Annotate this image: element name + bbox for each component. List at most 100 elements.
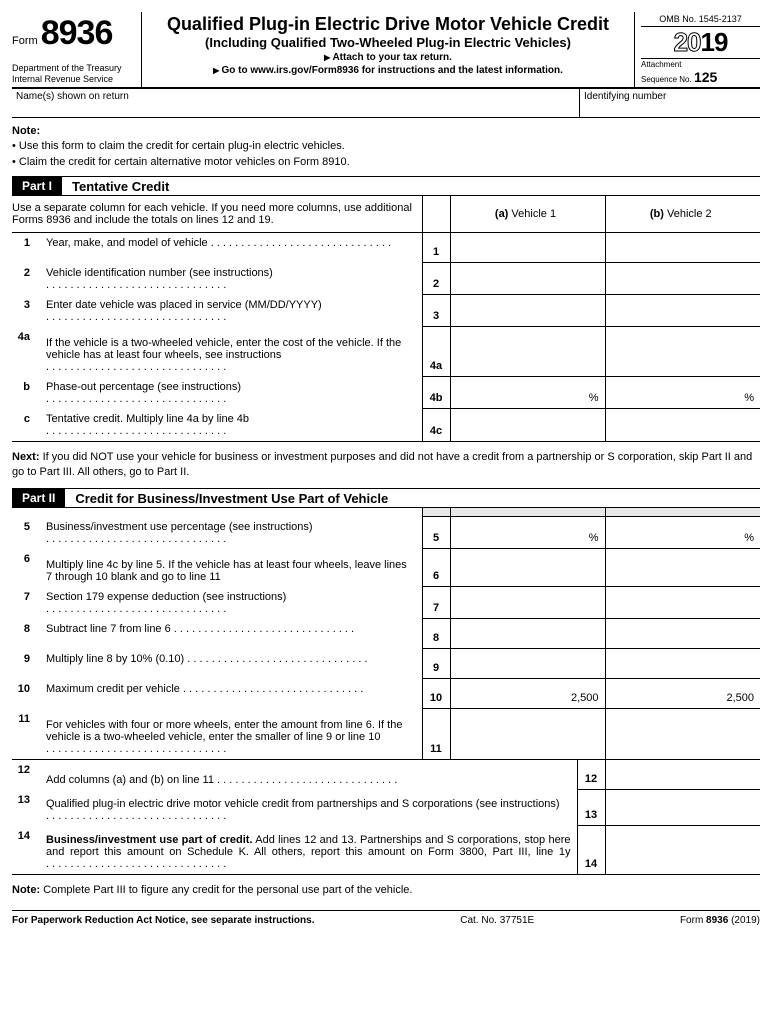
line-1-desc: Year, make, and model of vehicle bbox=[36, 233, 422, 263]
line-9-b[interactable] bbox=[605, 649, 760, 679]
name-row: Name(s) shown on return Identifying numb… bbox=[12, 89, 760, 118]
line-8-ln: 8 bbox=[422, 619, 450, 649]
line-14-ln: 14 bbox=[577, 826, 605, 875]
line-13-ln: 13 bbox=[577, 790, 605, 826]
line-4c-b[interactable] bbox=[605, 409, 760, 442]
line-4b-b[interactable]: % bbox=[605, 377, 760, 409]
tagline-1: Attach to your tax return. bbox=[150, 52, 626, 63]
line-13-val[interactable] bbox=[605, 790, 760, 826]
line-4b-num: b bbox=[12, 377, 36, 409]
line-4c-ln: 4c bbox=[422, 409, 450, 442]
line-10-desc: Maximum credit per vehicle bbox=[36, 679, 422, 709]
tagline-2: Go to www.irs.gov/Form8936 for instructi… bbox=[150, 65, 626, 76]
line-5-ln: 5 bbox=[422, 517, 450, 549]
line-10-num: 10 bbox=[12, 679, 36, 709]
form-header: Form 8936 Department of the Treasury Int… bbox=[12, 12, 760, 89]
line-1-a[interactable] bbox=[450, 233, 605, 263]
line-4b-a[interactable]: % bbox=[450, 377, 605, 409]
line-6-num: 6 bbox=[12, 549, 36, 587]
line-2-a[interactable] bbox=[450, 263, 605, 295]
dept-line1: Department of the Treasury bbox=[12, 63, 135, 74]
line-9-num: 9 bbox=[12, 649, 36, 679]
line-2-ln: 2 bbox=[422, 263, 450, 295]
col-a-header: (a) (a) Vehicle 1Vehicle 1 bbox=[450, 196, 605, 233]
next-note: Next: If you did NOT use your vehicle fo… bbox=[12, 442, 760, 489]
name-field-label[interactable]: Name(s) shown on return bbox=[12, 89, 580, 117]
line-3-desc: Enter date vehicle was placed in service… bbox=[36, 295, 422, 327]
line-9-desc: Multiply line 8 by 10% (0.10) bbox=[36, 649, 422, 679]
line-4a-a[interactable] bbox=[450, 327, 605, 377]
line-3-num: 3 bbox=[12, 295, 36, 327]
line-10-ln: 10 bbox=[422, 679, 450, 709]
line-7-num: 7 bbox=[12, 587, 36, 619]
line-3-ln: 3 bbox=[422, 295, 450, 327]
line-11-num: 11 bbox=[12, 709, 36, 760]
line-8-desc: Subtract line 7 from line 6 bbox=[36, 619, 422, 649]
header-right: OMB No. 1545-2137 2019 Attachment Sequen… bbox=[635, 12, 760, 87]
line-5-b[interactable]: % bbox=[605, 517, 760, 549]
line-4a-desc: If the vehicle is a two-wheeled vehicle,… bbox=[36, 327, 422, 377]
footer: For Paperwork Reduction Act Notice, see … bbox=[12, 910, 760, 926]
line-8-b[interactable] bbox=[605, 619, 760, 649]
department-info: Department of the Treasury Internal Reve… bbox=[12, 63, 135, 85]
part1-instructions: Use a separate column for each vehicle. … bbox=[12, 196, 422, 233]
line-6-ln: 6 bbox=[422, 549, 450, 587]
line-8-a[interactable] bbox=[450, 619, 605, 649]
header-center: Qualified Plug-in Electric Drive Motor V… bbox=[142, 12, 635, 87]
line-11-desc: For vehicles with four or more wheels, e… bbox=[36, 709, 422, 760]
line-4c-desc: Tentative credit. Multiply line 4a by li… bbox=[36, 409, 422, 442]
line-4a-ln: 4a bbox=[422, 327, 450, 377]
line-6-b[interactable] bbox=[605, 549, 760, 587]
line-11-b[interactable] bbox=[605, 709, 760, 760]
line-12-val[interactable] bbox=[605, 760, 760, 790]
note-label: Note: bbox=[12, 124, 760, 139]
line-3-a[interactable] bbox=[450, 295, 605, 327]
line-7-a[interactable] bbox=[450, 587, 605, 619]
line-8-num: 8 bbox=[12, 619, 36, 649]
line-4c-num: c bbox=[12, 409, 36, 442]
line-4a-b[interactable] bbox=[605, 327, 760, 377]
line-9-a[interactable] bbox=[450, 649, 605, 679]
bottom-note: Note: Complete Part III to figure any cr… bbox=[12, 875, 760, 906]
line-4b-ln: 4b bbox=[422, 377, 450, 409]
line-11-ln: 11 bbox=[422, 709, 450, 760]
line-12-ln: 12 bbox=[577, 760, 605, 790]
part1-header: Part I Tentative Credit bbox=[12, 176, 760, 196]
line-14-num: 14 bbox=[12, 826, 36, 875]
line-3-b[interactable] bbox=[605, 295, 760, 327]
line-13-desc: Qualified plug-in electric drive motor v… bbox=[36, 790, 577, 826]
main-title: Qualified Plug-in Electric Drive Motor V… bbox=[150, 14, 626, 35]
line-10-b[interactable]: 2,500 bbox=[605, 679, 760, 709]
omb-number: OMB No. 1545-2137 bbox=[641, 14, 760, 27]
footer-left: For Paperwork Reduction Act Notice, see … bbox=[12, 915, 315, 926]
line-4a-num: 4a bbox=[12, 327, 36, 377]
part1-title: Tentative Credit bbox=[72, 179, 169, 194]
line-14-val[interactable] bbox=[605, 826, 760, 875]
line-10-a[interactable]: 2,500 bbox=[450, 679, 605, 709]
line-7-b[interactable] bbox=[605, 587, 760, 619]
line-11-a[interactable] bbox=[450, 709, 605, 760]
line-1-ln: 1 bbox=[422, 233, 450, 263]
note-section: Note: • Use this form to claim the credi… bbox=[12, 118, 760, 176]
line-5-desc: Business/investment use percentage (see … bbox=[36, 517, 422, 549]
line-12-num: 12 bbox=[12, 760, 36, 790]
part2-header: Part II Credit for Business/Investment U… bbox=[12, 488, 760, 508]
line-1-b[interactable] bbox=[605, 233, 760, 263]
line-6-a[interactable] bbox=[450, 549, 605, 587]
line-12-desc: Add columns (a) and (b) on line 11 bbox=[36, 760, 577, 790]
id-number-label[interactable]: Identifying number bbox=[580, 89, 760, 117]
line-4b-desc: Phase-out percentage (see instructions) bbox=[36, 377, 422, 409]
line-1-num: 1 bbox=[12, 233, 36, 263]
tax-year: 2019 bbox=[641, 27, 760, 58]
line-5-a[interactable]: % bbox=[450, 517, 605, 549]
part2-label: Part II bbox=[12, 489, 65, 507]
line-13-num: 13 bbox=[12, 790, 36, 826]
col-b-header: (b) Vehicle 2 bbox=[605, 196, 760, 233]
note-bullet-2: • Claim the credit for certain alternati… bbox=[12, 155, 760, 170]
form-number: 8936 bbox=[41, 14, 113, 52]
footer-right: Form 8936 (2019) bbox=[680, 915, 760, 926]
line-9-ln: 9 bbox=[422, 649, 450, 679]
line-4c-a[interactable] bbox=[450, 409, 605, 442]
line-2-b[interactable] bbox=[605, 263, 760, 295]
attachment-seq: Attachment Sequence No. 125 bbox=[641, 58, 760, 85]
